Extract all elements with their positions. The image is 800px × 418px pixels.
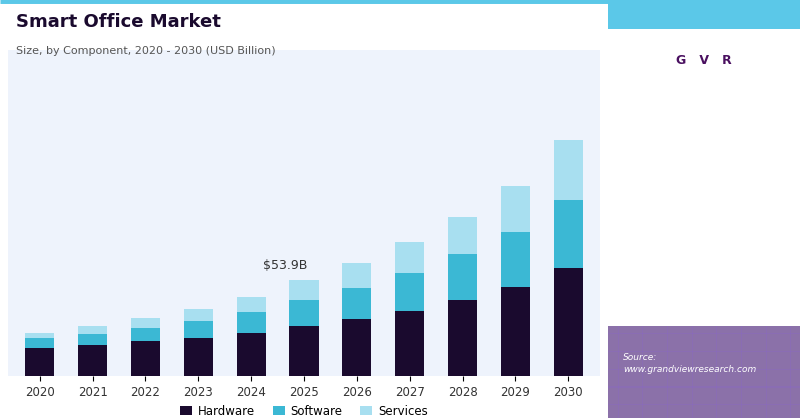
Bar (692, 326, 693, 418)
Bar (78, 326, 107, 334)
Text: GRAND VIEW RESEARCH: GRAND VIEW RESEARCH (655, 95, 753, 101)
Bar (237, 312, 266, 333)
Bar (501, 232, 530, 287)
Bar (395, 273, 424, 311)
Legend: Hardware, Software, Services: Hardware, Software, Services (175, 400, 433, 418)
Bar (608, 369, 800, 370)
Bar (616, 33, 792, 88)
Bar (608, 326, 800, 418)
Bar (554, 200, 583, 268)
Bar (642, 326, 643, 418)
Bar (608, 386, 800, 388)
Bar (131, 342, 160, 376)
Bar (290, 326, 318, 376)
Text: Source:
www.grandviewresearch.com: Source: www.grandviewresearch.com (623, 353, 757, 375)
Bar (184, 309, 213, 321)
Bar (622, 212, 786, 215)
Bar (237, 333, 266, 376)
Bar (25, 333, 54, 338)
Bar (501, 287, 530, 376)
Bar (290, 300, 318, 326)
Bar (395, 311, 424, 376)
Bar (716, 326, 718, 418)
Bar (78, 345, 107, 376)
Bar (395, 242, 424, 273)
Bar (448, 254, 477, 300)
Bar (501, 186, 530, 232)
Text: Size, by Component, 2020 - 2030 (USD Billion): Size, by Component, 2020 - 2030 (USD Bil… (16, 46, 276, 56)
Bar (667, 326, 668, 418)
Bar (608, 0, 800, 29)
Bar (608, 333, 800, 334)
Text: Smart Office Market: Smart Office Market (16, 13, 221, 31)
Bar (448, 300, 477, 376)
Bar (608, 351, 800, 352)
Bar (237, 298, 266, 312)
Bar (78, 334, 107, 345)
Bar (290, 280, 318, 300)
Bar (741, 326, 742, 418)
Text: 13.9%: 13.9% (646, 163, 762, 196)
Bar (131, 319, 160, 328)
Bar (554, 268, 583, 376)
Bar (342, 319, 371, 376)
Bar (608, 404, 800, 405)
Text: G   V   R: G V R (676, 54, 732, 67)
Bar (554, 140, 583, 200)
Text: Global Market CAGR,
2025 - 2030: Global Market CAGR, 2025 - 2030 (650, 232, 758, 257)
Bar (790, 326, 791, 418)
Text: $53.9B: $53.9B (263, 259, 308, 272)
Bar (184, 338, 213, 376)
Bar (448, 217, 477, 254)
Bar (184, 321, 213, 338)
Bar (25, 348, 54, 376)
Bar (25, 338, 54, 348)
Bar (342, 288, 371, 319)
Bar (342, 263, 371, 288)
Bar (131, 328, 160, 342)
